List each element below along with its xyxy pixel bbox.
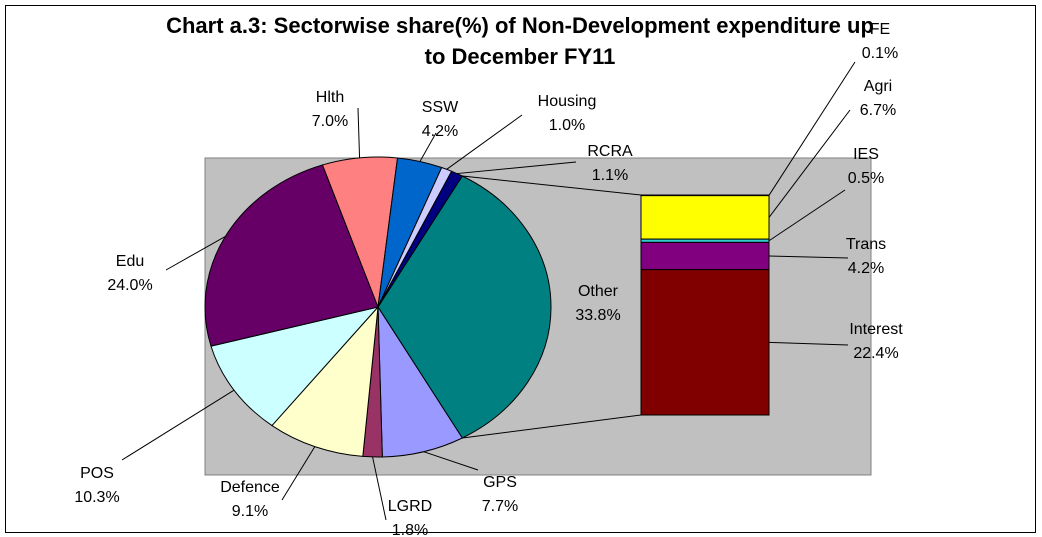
slice-label: Edu bbox=[116, 253, 144, 270]
slice-label: Other bbox=[578, 283, 619, 300]
leader-line bbox=[446, 114, 523, 170]
slice-label: Defence bbox=[220, 479, 280, 496]
slice-value: 1.1% bbox=[592, 167, 628, 184]
slice-value: 10.3% bbox=[74, 489, 119, 506]
leader-line bbox=[768, 61, 856, 196]
slice-label: RCRA bbox=[587, 143, 633, 160]
leader-line bbox=[768, 109, 851, 218]
bar-label: FE bbox=[870, 21, 890, 38]
slice-value: 9.1% bbox=[232, 503, 268, 520]
bar-label: Interest bbox=[849, 321, 903, 338]
slice-label: SSW bbox=[422, 99, 459, 116]
slice-label: GPS bbox=[483, 474, 517, 491]
leader-line bbox=[768, 189, 846, 242]
slice-value: 33.8% bbox=[575, 307, 620, 324]
bar-value: 22.4% bbox=[853, 345, 898, 362]
leader-line bbox=[281, 446, 316, 501]
slice-label: LGRD bbox=[388, 498, 432, 515]
leader-line bbox=[357, 107, 361, 158]
pie-slice bbox=[271, 305, 379, 457]
leader-line bbox=[423, 451, 479, 471]
chart-title: Chart a.3: Sectorwise share(%) of Non-De… bbox=[166, 13, 874, 69]
leader-line bbox=[372, 456, 387, 521]
leader-line bbox=[419, 132, 437, 162]
pie-slice bbox=[204, 164, 379, 347]
bar-value: 6.7% bbox=[860, 102, 896, 119]
slice-value: 1.8% bbox=[392, 522, 428, 537]
slice-value: 7.7% bbox=[482, 498, 518, 515]
bar-value: 0.5% bbox=[848, 170, 884, 187]
connector bbox=[462, 175, 642, 196]
leader-line bbox=[121, 389, 235, 461]
bar-value: 0.1% bbox=[862, 45, 898, 62]
bar-segment bbox=[640, 241, 770, 271]
slice-value: 4.2% bbox=[422, 123, 458, 140]
pie-slice bbox=[377, 175, 552, 439]
pie-slice bbox=[377, 170, 464, 308]
leader-line bbox=[768, 341, 849, 346]
bar-label: Trans bbox=[846, 236, 886, 253]
connector bbox=[462, 414, 642, 439]
bar-label: IES bbox=[853, 146, 879, 163]
slice-value: 24.0% bbox=[107, 277, 152, 294]
leader-line bbox=[456, 161, 577, 175]
slice-label: Hlth bbox=[316, 89, 344, 106]
bar-label: Agri bbox=[864, 78, 892, 95]
bar-value: 4.2% bbox=[848, 260, 884, 277]
slice-value: 7.0% bbox=[312, 113, 348, 130]
leader-line bbox=[768, 255, 849, 259]
slice-label: POS bbox=[80, 465, 114, 482]
slice-label: Housing bbox=[538, 93, 597, 110]
bar-segment bbox=[640, 195, 770, 240]
leader-line bbox=[165, 235, 226, 271]
slice-value: 1.0% bbox=[549, 117, 585, 134]
bar-segment bbox=[640, 269, 770, 416]
